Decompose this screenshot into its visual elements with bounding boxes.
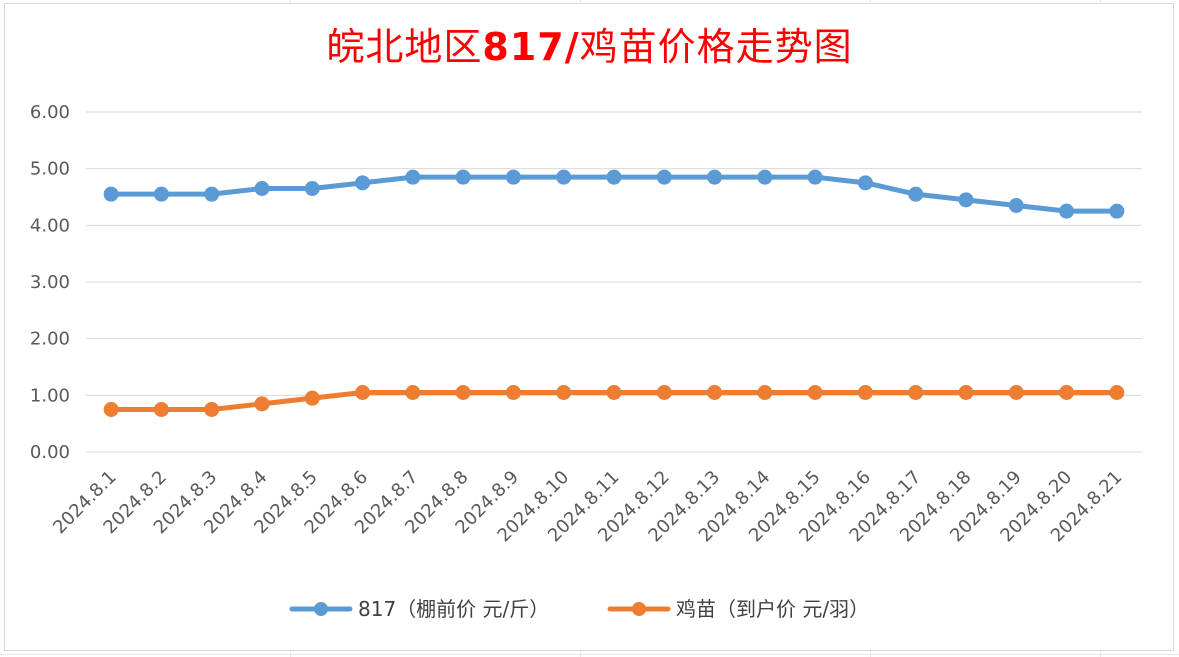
series-2-point — [455, 385, 471, 400]
chart-title-region: 皖北地区 — [326, 25, 483, 69]
series-1-point — [807, 169, 823, 185]
series-1-point — [204, 186, 220, 202]
series-1-point — [405, 169, 421, 185]
series-1-point — [757, 169, 773, 185]
y-tick-label: 6.00 — [30, 102, 70, 123]
y-tick-label: 5.00 — [30, 159, 70, 180]
chart-title-breed: 817/ — [482, 25, 580, 69]
series-1-point — [1109, 203, 1125, 219]
series-1-point — [958, 192, 974, 208]
series-1-point — [656, 169, 672, 185]
series-1-point — [153, 186, 169, 202]
legend-label-1: 817（棚前价 元/斤） — [358, 597, 549, 621]
series-2-point — [1059, 385, 1075, 400]
series-2-point — [958, 385, 974, 400]
series-2-point — [355, 385, 371, 400]
series-1-point — [103, 186, 119, 202]
legend-label-2: 鸡苗（到户价 元/羽） — [676, 597, 869, 621]
series-2-point — [204, 402, 220, 417]
series-1-point — [1008, 198, 1024, 213]
series-2-point — [656, 385, 672, 400]
y-tick-label: 1.00 — [30, 385, 70, 406]
series-2-point — [1109, 385, 1125, 400]
series-1-point — [355, 175, 371, 191]
series-2-point — [304, 390, 320, 406]
series-1-point — [908, 186, 924, 202]
chart-title-subject: 鸡苗价格走势图 — [579, 25, 853, 69]
y-tick-label: 4.00 — [30, 215, 70, 236]
series-2-point — [254, 396, 270, 412]
series-2-point — [606, 385, 622, 400]
legend-marker-2 — [632, 602, 646, 616]
y-tick-label: 2.00 — [30, 329, 70, 350]
series-2-point — [1008, 385, 1024, 400]
series-2-point — [505, 385, 521, 400]
series-2-point — [807, 385, 823, 400]
series-1-point — [254, 181, 270, 196]
series-2-point — [405, 385, 421, 400]
chart-area[interactable] — [4, 3, 1174, 651]
series-1-point — [556, 169, 572, 185]
series-2-point — [103, 402, 119, 417]
series-2-point — [857, 385, 873, 400]
chart-title: 皖北地区817/鸡苗价格走势图 — [0, 16, 1179, 71]
series-2-point — [707, 385, 723, 400]
series-1-point — [505, 169, 521, 185]
series-1-point — [707, 169, 723, 185]
series-2-point — [153, 402, 169, 417]
series-2-point — [556, 385, 572, 400]
series-1-point — [606, 169, 622, 185]
y-tick-label: 3.00 — [30, 272, 70, 293]
series-1-point — [304, 181, 320, 196]
series-2-point — [908, 385, 924, 400]
y-tick-label: 0.00 — [30, 442, 70, 463]
series-2-point — [757, 385, 773, 400]
series-1-point — [1059, 203, 1075, 219]
series-1-point — [857, 175, 873, 191]
legend-marker-1 — [314, 602, 328, 616]
series-1-point — [455, 169, 471, 185]
